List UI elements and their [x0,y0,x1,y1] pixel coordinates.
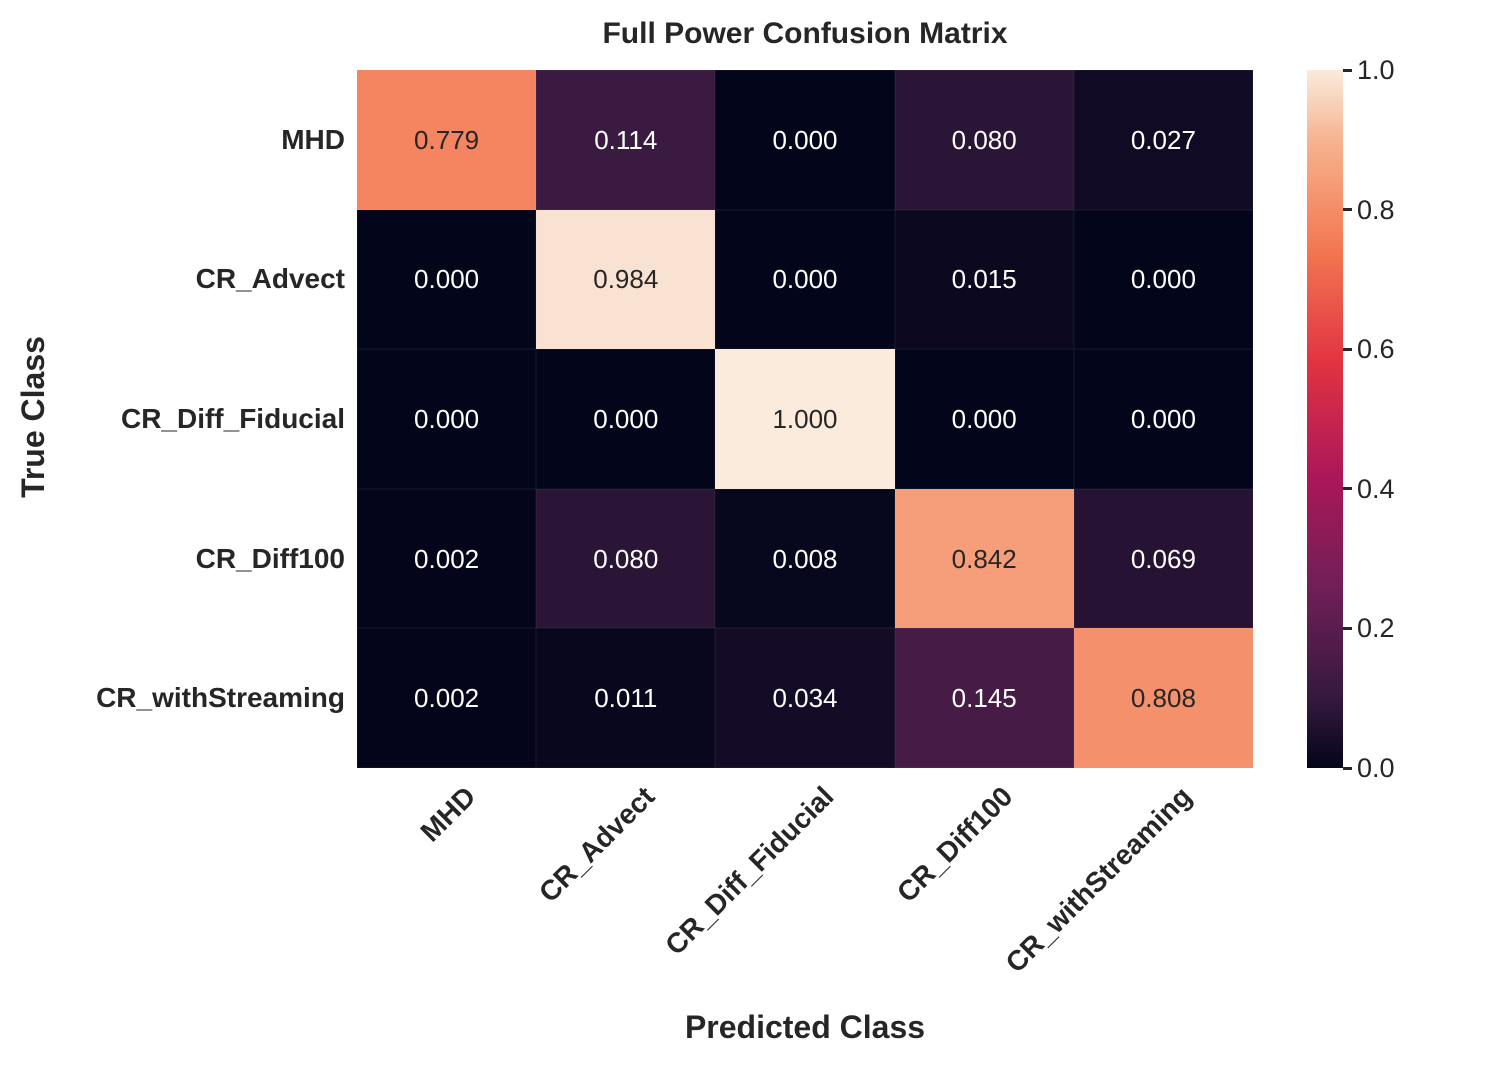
heatmap-cell: 0.000 [715,70,895,210]
heatmap-cell: 0.984 [536,209,716,350]
colorbar-tick-label: 0.8 [1357,194,1395,225]
y-tick-label: MHD [281,123,345,155]
y-tick-label: CR_Advect [195,263,345,295]
colorbar-tick-label: 0.6 [1357,334,1395,365]
heatmap-cell: 0.000 [1073,209,1253,350]
cell-value: 0.011 [594,683,658,714]
cell-value: 0.034 [772,683,838,714]
cell-value: 0.015 [951,264,1017,295]
y-tick-label: CR_Diff100 [195,542,345,574]
heatmap-cell: 0.080 [894,70,1074,210]
heatmap-cell: 0.011 [536,628,716,768]
heatmap-cell: 0.080 [536,488,716,629]
cell-value: 0.000 [772,264,838,295]
cell-value: 0.027 [1130,124,1196,155]
cell-value: 0.000 [772,124,838,155]
heatmap-cell: 0.002 [357,488,537,629]
colorbar-tick-label: 1.0 [1357,55,1395,85]
chart-title: Full Power Confusion Matrix [602,17,1008,50]
cell-value: 0.080 [951,124,1017,155]
heatmap-cell: 1.000 [715,349,895,489]
colorbar-tick-label: 0.4 [1357,473,1395,504]
cell-value: 0.808 [1130,683,1196,714]
heatmap-cell: 0.145 [894,628,1074,768]
cell-value: 0.000 [1130,264,1196,295]
cell-value: 0.008 [772,543,838,574]
heatmap-cell: 0.008 [715,488,895,629]
heatmap-cell: 0.027 [1073,70,1253,210]
y-tick-labels: MHD CR_Advect CR_Diff_Fiducial CR_Diff100 CR… [0,70,345,768]
cell-value: 0.080 [593,543,659,574]
cell-value: 1.000 [772,403,838,434]
cell-value: 0.842 [951,543,1017,574]
y-tick-label: CR_Diff_Fiducial [120,402,345,434]
cell-value: 0.984 [593,264,659,295]
cell-value: 0.000 [414,264,480,295]
cell-value: 0.114 [594,124,658,155]
heatmap-cell: 0.069 [1073,488,1253,629]
colorbar-tick-mark [1343,487,1352,491]
cell-value: 0.145 [951,683,1017,714]
colorbar-tick-label: 0.0 [1357,753,1395,783]
colorbar-gradient [1307,70,1343,768]
colorbar-tick-mark [1343,347,1352,351]
heatmap-cell: 0.000 [357,209,537,350]
x-axis-label: Predicted Class [684,1009,926,1045]
colorbar-tick-mark [1343,766,1352,770]
heatmap-grid: 0.779 0.114 0.000 0.080 0.027 0.000 0.984 0.000… [357,70,1253,768]
cell-value: 0.000 [414,403,480,434]
heatmap-cell: 0.000 [357,349,537,489]
heatmap-cell: 0.000 [1073,349,1253,489]
heatmap-cell: 0.000 [536,349,716,489]
heatmap-cell: 0.002 [357,628,537,768]
heatmap-cell: 0.000 [894,349,1074,489]
colorbar-tick-mark [1343,208,1352,212]
cell-value: 0.069 [1130,543,1196,574]
heatmap-cell: 0.842 [894,488,1074,629]
colorbar-tick-mark [1343,626,1352,630]
cell-value: 0.002 [414,683,480,714]
cell-value: 0.000 [951,403,1017,434]
cell-value: 0.002 [414,543,480,574]
heatmap-cell: 0.015 [894,209,1074,350]
y-tick-label: CR_withStreaming [96,682,345,714]
heatmap-cell: 0.779 [357,70,537,210]
colorbar-tick-mark [1343,68,1352,72]
heatmap-cell: 0.114 [536,70,716,210]
cell-value: 0.000 [1130,403,1196,434]
cell-value: 0.779 [414,124,480,155]
heatmap-cell: 0.000 [715,209,895,350]
colorbar-tick-label: 0.2 [1357,613,1395,644]
heatmap-cell: 0.034 [715,628,895,768]
cell-value: 0.000 [593,403,659,434]
heatmap-cell: 0.808 [1073,628,1253,768]
